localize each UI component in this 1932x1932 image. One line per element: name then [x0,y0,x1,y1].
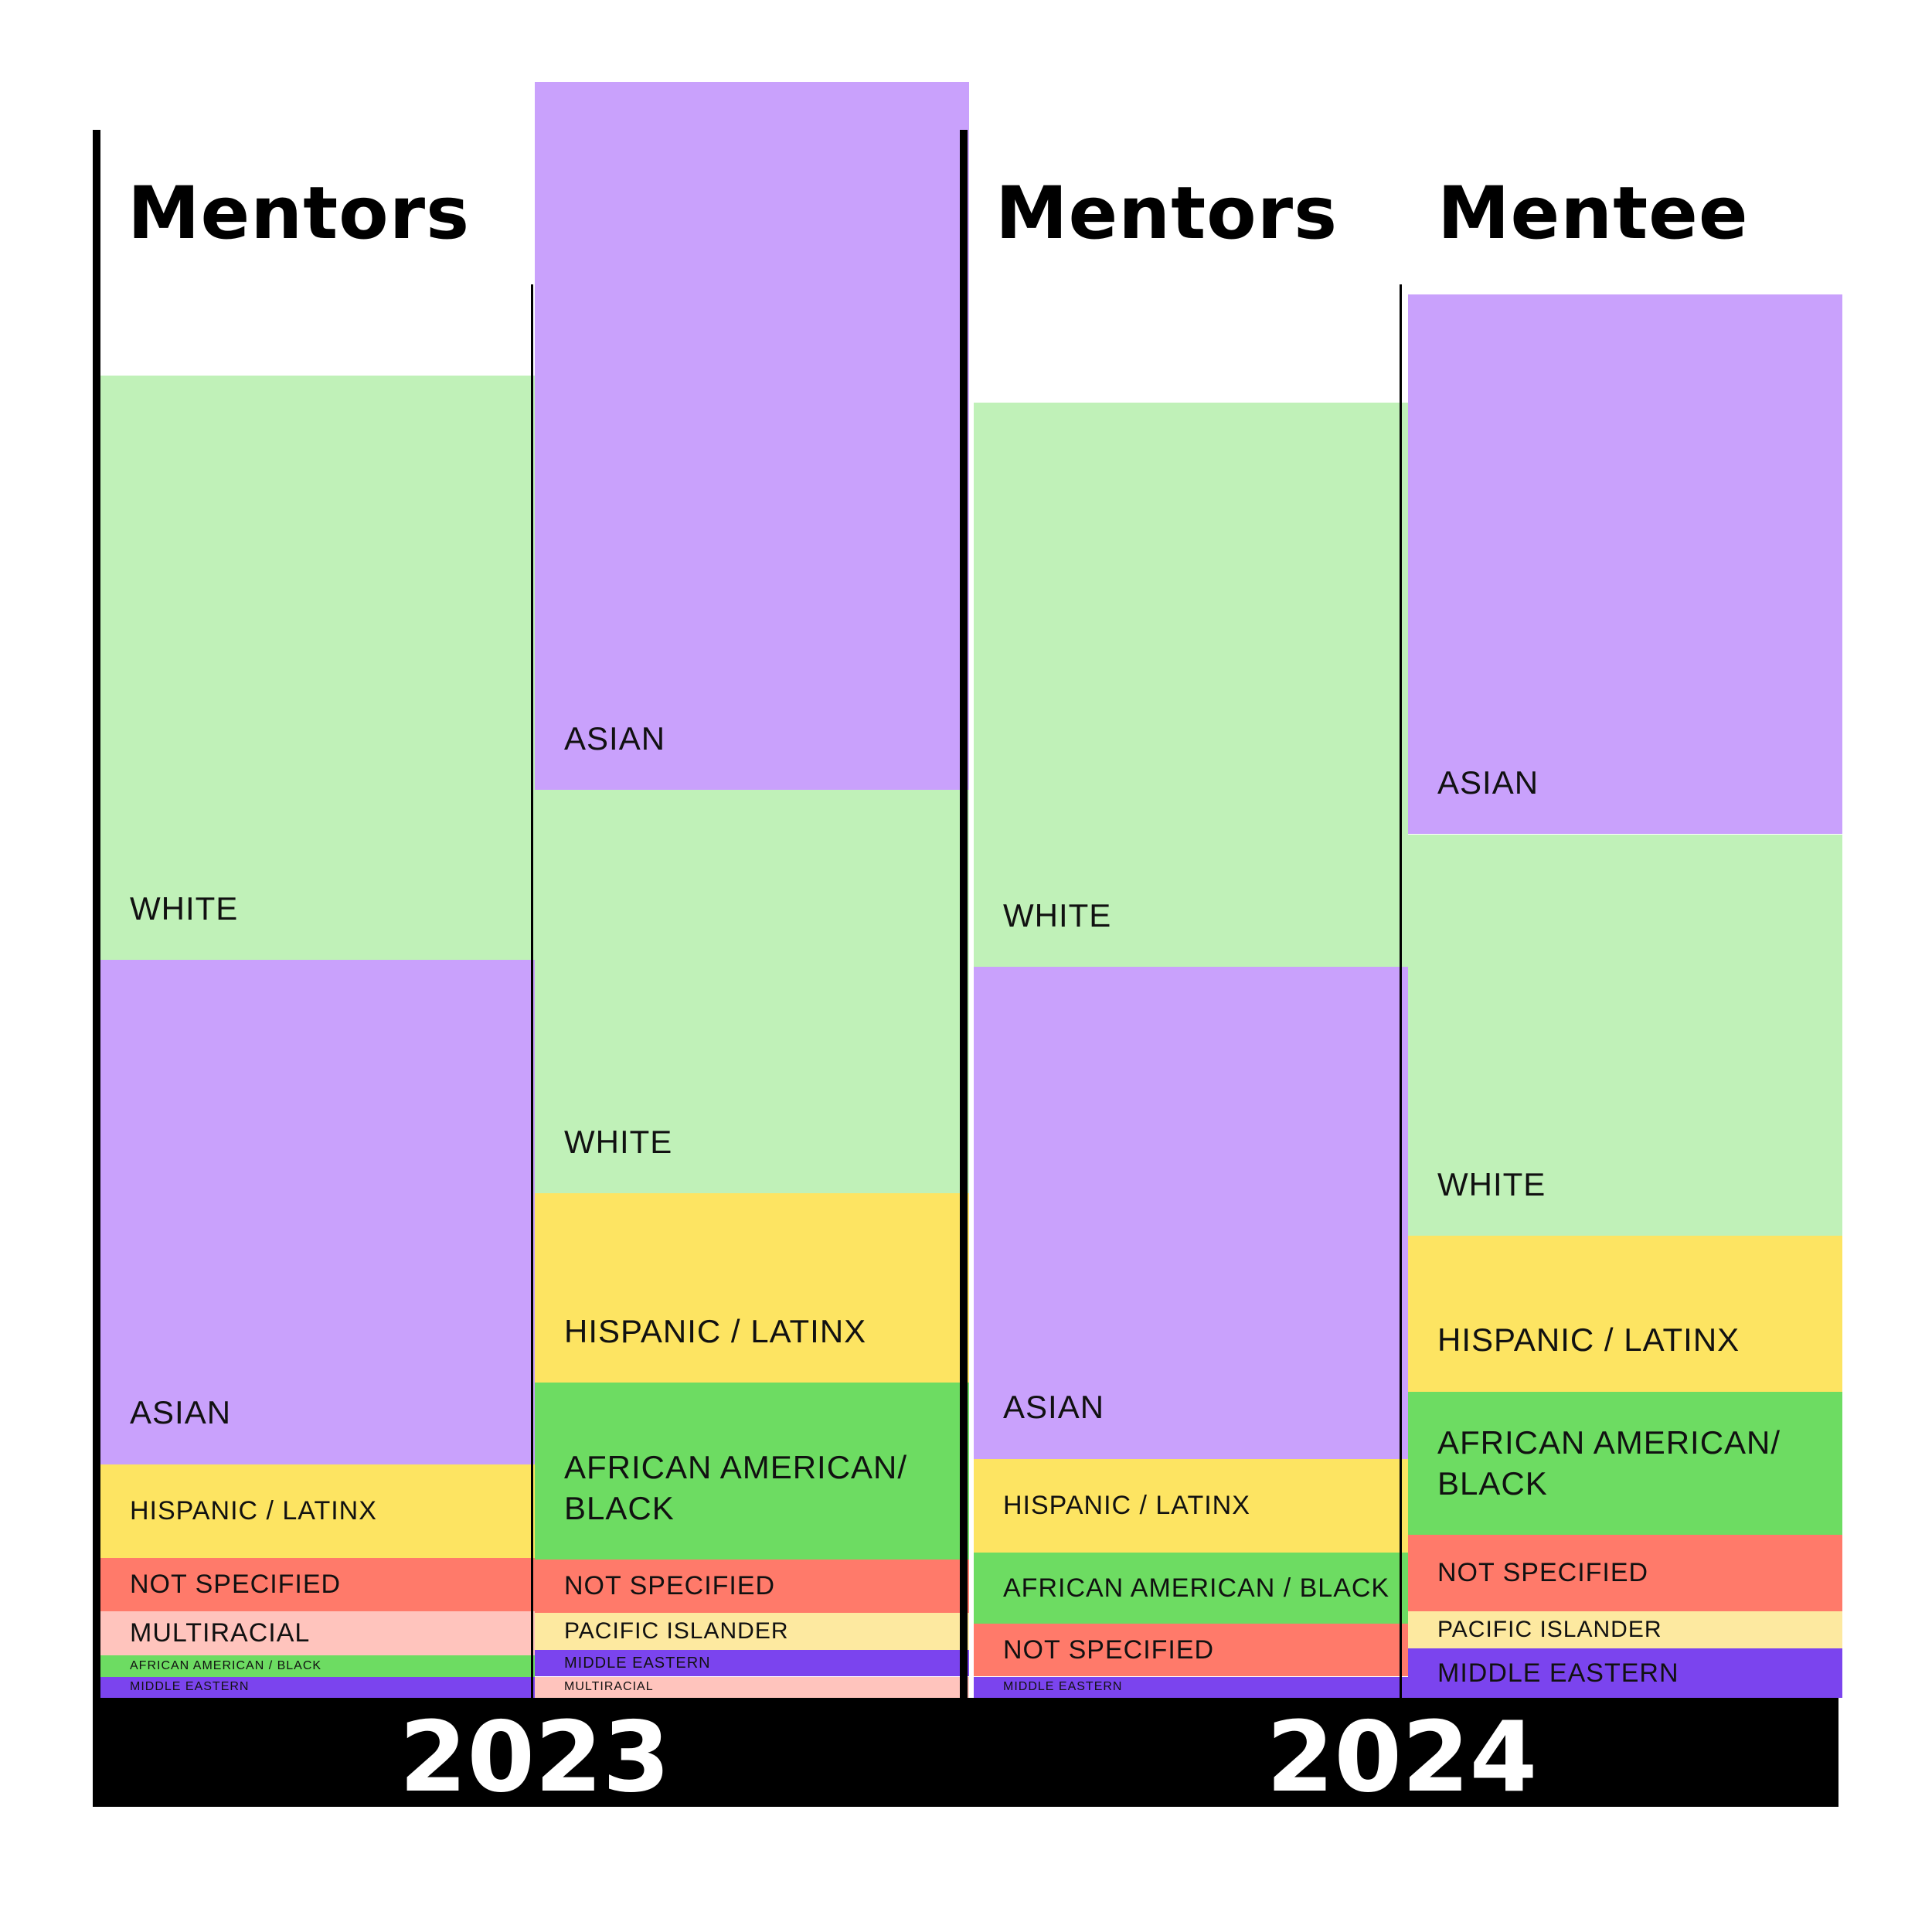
segment-label: ASIAN [564,719,666,757]
bar-segment: MULTIRACIAL [100,1611,535,1656]
segment-label: WHITE [1003,896,1112,934]
year-band [93,1698,1838,1807]
year-label-2024: 2024 [1266,1700,1538,1814]
bar-segment: PACIFIC ISLANDER [535,1613,969,1651]
bar-segment: MIDDLE EASTERN [974,1676,1408,1698]
bar-segment: MIDDLE EASTERN [100,1676,535,1698]
bar-segment: HISPANIC / LATINX [974,1458,1408,1553]
bar-segment: HISPANIC / LATINX [1408,1236,1842,1392]
bar-segment: AFRICAN AMERICAN/ BLACK [535,1383,969,1560]
segment-label: NOT SPECIFIED [1003,1634,1215,1665]
bar-segment: NOT SPECIFIED [535,1560,969,1614]
segment-label: MIDDLE EASTERN [564,1654,711,1672]
bar-segment: WHITE [535,790,969,1194]
segment-label: AFRICAN AMERICAN/ BLACK [564,1449,908,1526]
segment-label: NOT SPECIFIED [130,1570,342,1600]
bar-segment: MIDDLE EASTERN [535,1650,969,1677]
bar-segment: WHITE [100,376,535,961]
bar-segment: ASIAN [535,82,969,791]
bar-segment: AFRICAN AMERICAN / BLACK [100,1655,535,1677]
segment-label: AFRICAN AMERICAN/ BLACK [1437,1424,1781,1502]
segment-label: MULTIRACIAL [130,1618,311,1648]
column-separator [531,284,533,1699]
year-divider-2024 [960,130,968,1699]
segment-label: NOT SPECIFIED [564,1571,776,1601]
bar-segment: ASIAN [1408,294,1842,835]
segment-label: ASIAN [1437,764,1539,801]
bar-segment: ASIAN [974,967,1408,1459]
segment-label: MIDDLE EASTERN [1437,1658,1679,1688]
segment-label: HISPANIC / LATINX [1003,1491,1250,1521]
bar-segment: PACIFIC ISLANDER [1408,1611,1842,1648]
segment-label: WHITE [1437,1165,1546,1202]
column-title-2024-mentors: Mentors [995,172,1338,256]
bar-segment: AFRICAN AMERICAN / BLACK [974,1553,1408,1624]
segment-label: HISPANIC / LATINX [564,1312,867,1349]
segment-label: AFRICAN AMERICAN / BLACK [1003,1573,1390,1603]
bar-segment: HISPANIC / LATINX [535,1193,969,1383]
segment-label: PACIFIC ISLANDER [564,1618,789,1645]
segment-label: MULTIRACIAL [564,1680,654,1694]
segment-label: HISPANIC / LATINX [130,1496,377,1526]
segment-label: PACIFIC ISLANDER [1437,1617,1662,1643]
bar-segment: NOT SPECIFIED [974,1623,1408,1677]
segment-label: ASIAN [1003,1389,1105,1426]
bar-segment: AFRICAN AMERICAN/ BLACK [1408,1391,1842,1536]
year-label-2023: 2023 [399,1700,671,1814]
bar-segment: MULTIRACIAL [535,1676,969,1698]
bar-segment: MIDDLE EASTERN [1408,1648,1842,1698]
segment-label: HISPANIC / LATINX [1437,1321,1740,1359]
segment-label: MIDDLE EASTERN [1003,1680,1123,1694]
column-title-2023-mentors: Mentors [128,172,471,256]
segment-label: ASIAN [130,1394,232,1431]
segment-label: WHITE [564,1123,673,1160]
bar-segment: NOT SPECIFIED [100,1558,535,1611]
column-separator [1400,284,1402,1699]
segment-label: MIDDLE EASTERN [130,1680,250,1694]
bar-segment: WHITE [974,402,1408,968]
bar-segment: ASIAN [100,960,535,1464]
segment-label: NOT SPECIFIED [1437,1558,1649,1588]
column-title-2024-mentee: Mentee [1437,172,1749,256]
year-divider-2023 [93,130,100,1807]
segment-label: AFRICAN AMERICAN / BLACK [130,1658,322,1672]
segment-label: WHITE [130,889,239,927]
bar-segment: WHITE [1408,834,1842,1236]
bar-segment: HISPANIC / LATINX [100,1464,535,1559]
bar-segment: NOT SPECIFIED [1408,1535,1842,1611]
